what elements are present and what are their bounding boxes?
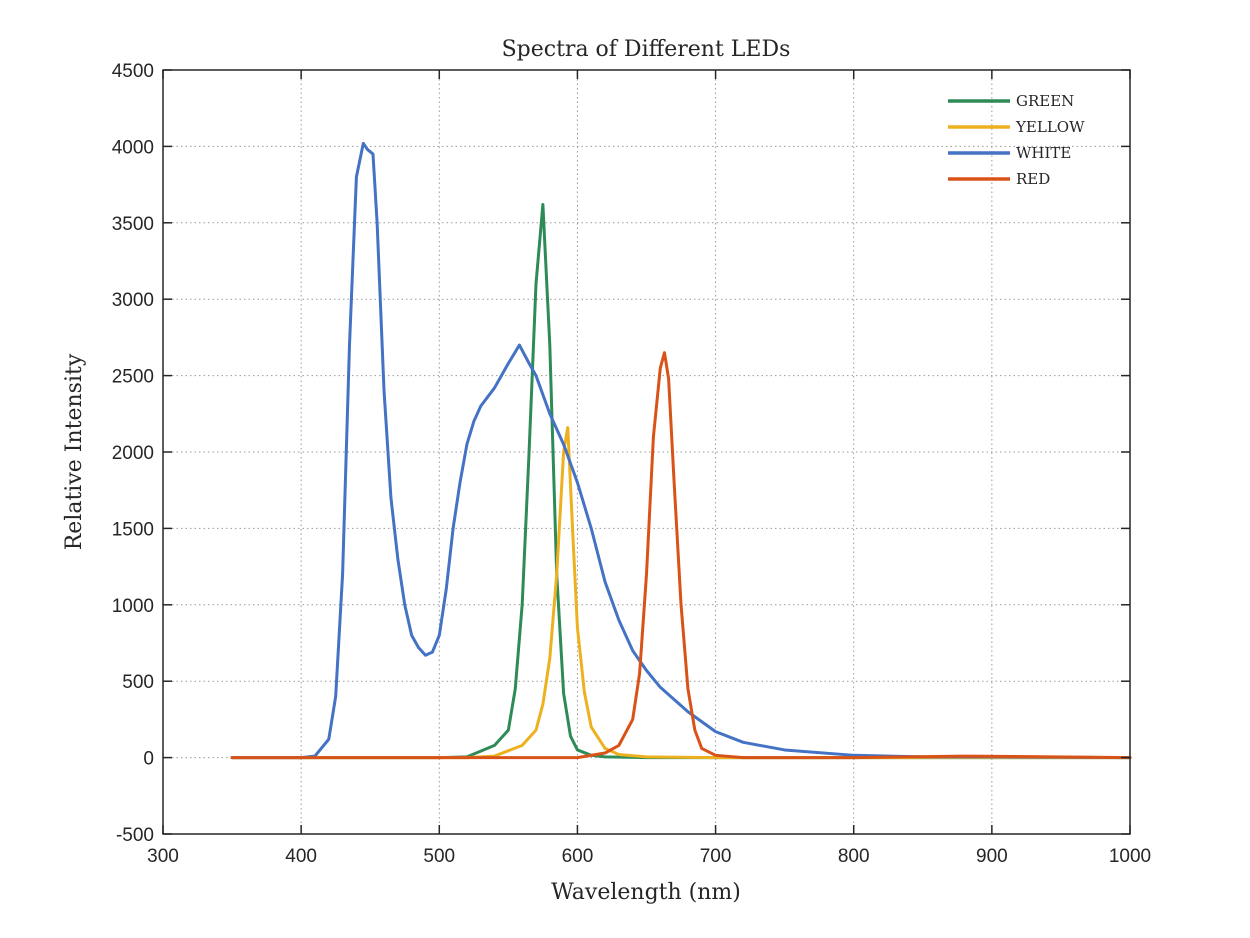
legend-label-green: GREEN xyxy=(1016,92,1074,110)
series-line-white xyxy=(230,141,1132,760)
x-tick-label: 500 xyxy=(423,846,455,867)
x-tick-label: 900 xyxy=(976,846,1008,867)
y-tick-label: 2000 xyxy=(112,443,154,464)
x-tick-label: 800 xyxy=(838,846,870,867)
y-tick-label: 500 xyxy=(122,672,154,693)
x-tick-label: 700 xyxy=(700,846,732,867)
x-tick-label: 300 xyxy=(147,846,179,867)
x-tick-label: 400 xyxy=(285,846,317,867)
grid-lines xyxy=(163,70,1130,834)
legend-label-red: RED xyxy=(1016,170,1050,188)
y-tick-label: 4500 xyxy=(112,61,154,82)
x-tick-label: 1000 xyxy=(1109,846,1151,867)
y-tick-label: 2500 xyxy=(112,367,154,388)
series-line-green xyxy=(230,202,1132,760)
y-tick-label: 1000 xyxy=(112,596,154,617)
x-tick-labels: 300 400 500 600 700 800 900 1000 xyxy=(147,846,1151,867)
legend-label-white: WHITE xyxy=(1016,144,1071,162)
y-tick-label: -500 xyxy=(116,825,154,846)
x-tick-label: 600 xyxy=(562,846,594,867)
series-lines xyxy=(230,141,1132,760)
series-line-red xyxy=(230,351,1132,760)
y-tick-labels: -500 0 500 1000 1500 2000 2500 3000 3500 4000 4500 xyxy=(112,61,154,846)
y-tick-label: 3000 xyxy=(112,290,154,311)
chart-title: Spectra of Different LEDs xyxy=(502,37,791,62)
x-axis-label: Wavelength (nm) xyxy=(551,880,741,905)
legend: GREEN YELLOW WHITE RED xyxy=(948,92,1085,188)
y-axis-label: Relative Intensity xyxy=(62,353,87,550)
series-line-yellow xyxy=(230,426,1132,760)
y-tick-label: 3500 xyxy=(112,214,154,235)
legend-label-yellow: YELLOW xyxy=(1015,118,1085,136)
y-tick-label: 1500 xyxy=(112,519,154,540)
y-tick-label: 0 xyxy=(143,749,154,770)
axis-ticks xyxy=(162,69,1131,835)
y-tick-label: 4000 xyxy=(112,137,154,158)
